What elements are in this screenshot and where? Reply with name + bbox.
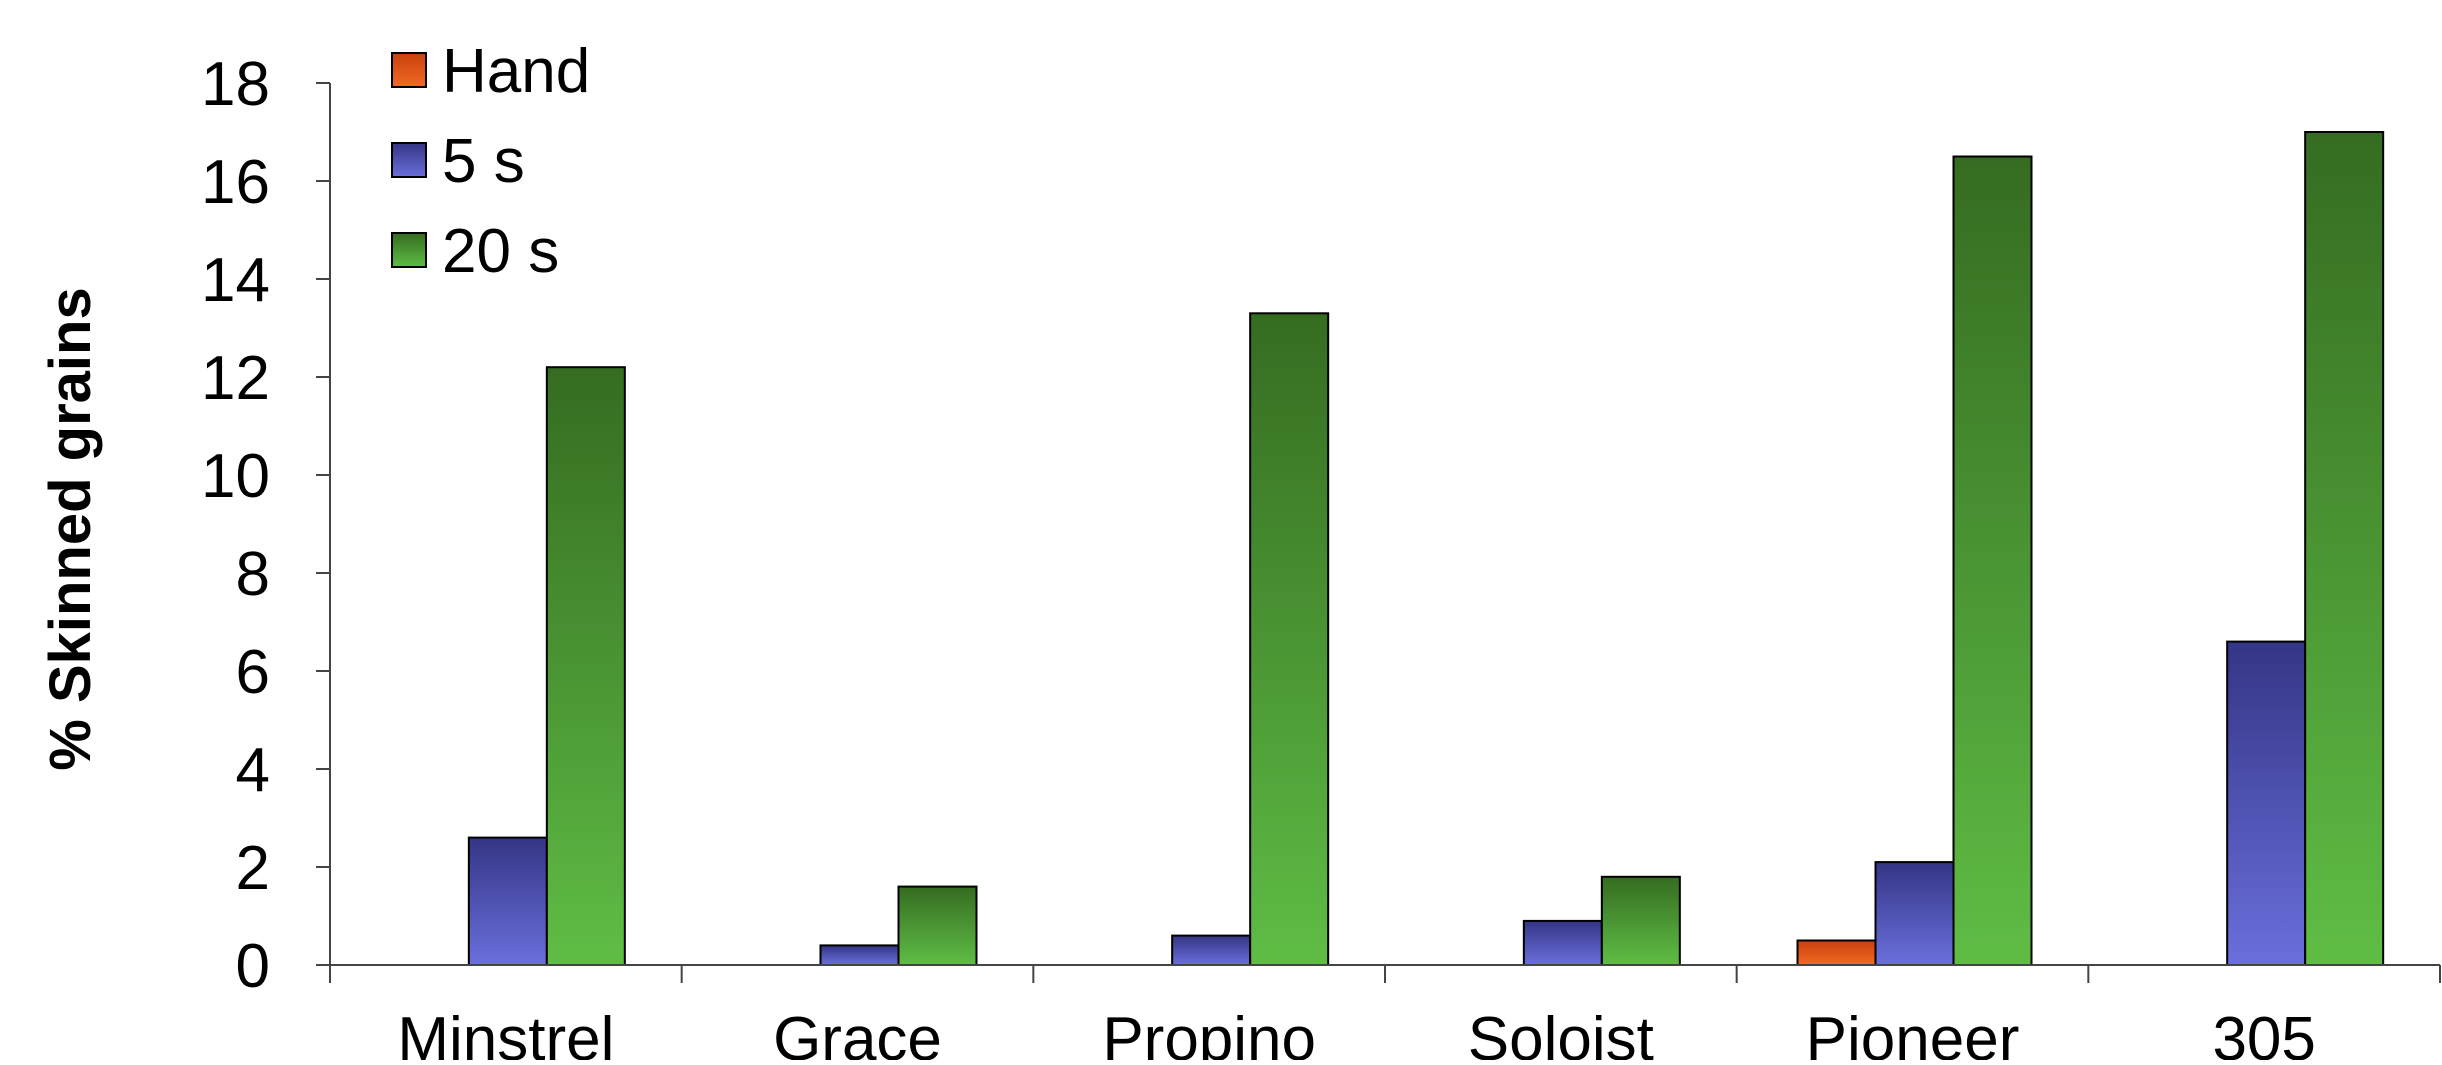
bar-20s-grace bbox=[897, 885, 978, 966]
x-category-label: Minstrel bbox=[397, 1005, 614, 1060]
legend: Hand 5 s 20 s bbox=[391, 37, 590, 286]
y-tick-label: 16 bbox=[201, 148, 270, 217]
x-category-label: Grace bbox=[773, 1005, 942, 1060]
legend-swatch-hand bbox=[391, 52, 427, 88]
bar-5s-soloist bbox=[1522, 919, 1603, 967]
bar-20s-minstrel bbox=[545, 366, 626, 966]
bar-5s-propino bbox=[1171, 934, 1252, 966]
y-tick-label: 8 bbox=[236, 540, 270, 609]
x-axis-ticks: Minstrel Grace Propino Soloist Pioneer 305 bbox=[329, 965, 2441, 1065]
x-category-label: Pioneer bbox=[1806, 1005, 2020, 1060]
legend-swatch-20s bbox=[391, 232, 427, 268]
bar-hand-pioneer bbox=[1796, 939, 1877, 966]
y-tick-label: 0 bbox=[236, 932, 270, 1001]
y-axis-title: % Skinned grains bbox=[38, 287, 103, 770]
y-tick-label: 14 bbox=[201, 246, 270, 315]
bar-5s-pioneer bbox=[1874, 861, 1955, 966]
legend-label: 20 s bbox=[442, 217, 559, 286]
bar-20s-propino bbox=[1249, 312, 1330, 966]
x-category-label: Soloist bbox=[1468, 1005, 1654, 1060]
bar-5s-305 bbox=[2226, 640, 2307, 966]
legend-label: 5 s bbox=[442, 127, 525, 196]
legend-label: Hand bbox=[442, 37, 590, 106]
y-tick-label: 6 bbox=[236, 638, 270, 707]
bar-5s-grace bbox=[819, 944, 900, 967]
bar-5s-minstrel bbox=[467, 836, 548, 966]
legend-swatch-5s bbox=[391, 142, 427, 178]
bar-20s-305 bbox=[2304, 131, 2385, 966]
y-tick-label: 18 bbox=[201, 50, 270, 119]
y-tick-label: 2 bbox=[236, 834, 270, 903]
bar-20s-pioneer bbox=[1952, 155, 2033, 966]
y-axis-ticks: 0 2 4 6 8 10 12 14 16 18 bbox=[201, 50, 330, 1001]
x-category-label: 305 bbox=[2212, 1005, 2315, 1060]
bars-group bbox=[467, 131, 2385, 967]
y-tick-label: 4 bbox=[236, 736, 270, 805]
x-category-label: Propino bbox=[1102, 1005, 1316, 1060]
y-tick-label: 10 bbox=[201, 442, 270, 511]
bar-20s-soloist bbox=[1600, 875, 1681, 966]
y-tick-label: 12 bbox=[201, 344, 270, 413]
